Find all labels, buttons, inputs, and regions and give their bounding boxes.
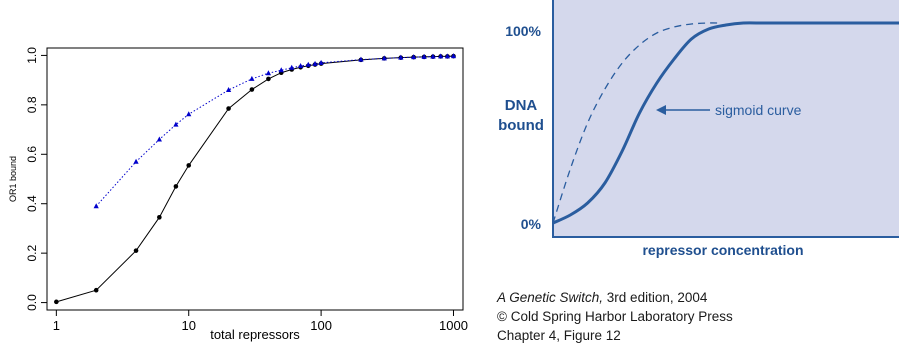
y-tick-0: 0% xyxy=(521,216,542,232)
x-tick-label: 1000 xyxy=(439,318,468,333)
data-point-triangle xyxy=(444,53,451,59)
edition-text: 3rd edition, 2004 xyxy=(603,290,708,305)
data-point-circle xyxy=(173,184,179,189)
x-axis-label: total repressors xyxy=(210,327,300,342)
data-point-triangle xyxy=(133,158,139,164)
x-axis: 1 10 100 1000 xyxy=(53,310,468,333)
plot-frame xyxy=(46,47,464,311)
data-point-triangle xyxy=(305,61,311,67)
data-point-circle xyxy=(226,106,231,111)
data-point-circle xyxy=(266,76,271,82)
data-point-circle xyxy=(186,163,192,168)
caption-line-2: © Cold Spring Harbor Laboratory Press xyxy=(497,309,733,324)
data-point-circle xyxy=(54,299,59,305)
y-tick-label: 0.6 xyxy=(25,146,39,163)
series-points xyxy=(54,53,457,305)
plot-background xyxy=(553,0,899,237)
data-point-triangle xyxy=(318,59,324,65)
data-point-triangle xyxy=(249,75,255,81)
y-axis-label-line1: DNA xyxy=(505,97,538,114)
x-tick-label: 100 xyxy=(310,318,332,333)
caption-line-1: A Genetic Switch, 3rd edition, 2004 xyxy=(497,288,897,307)
y-tick-label: 1.0 xyxy=(25,47,39,64)
data-point-triangle xyxy=(411,54,417,60)
data-point-triangle xyxy=(265,70,272,76)
data-point-triangle xyxy=(398,54,404,60)
sigmoid-diagram: sigmoid curve 100% 0% DNA bound represso… xyxy=(498,0,899,258)
data-point-circle xyxy=(249,87,255,92)
y-tick-label: 0.2 xyxy=(25,244,39,261)
data-point-triangle xyxy=(186,111,192,117)
data-point-triangle xyxy=(93,203,99,209)
data-point-triangle xyxy=(297,63,304,69)
book-title: A Genetic Switch, xyxy=(497,290,604,305)
data-point-circle xyxy=(133,248,139,253)
y-axis-label: OR1 bound xyxy=(8,156,18,202)
y-axis: 0.0 0.2 0.4 0.6 0.8 1.0 xyxy=(25,47,47,311)
y-axis-label-line2: bound xyxy=(498,117,544,134)
data-point-triangle xyxy=(381,55,387,61)
sigmoid-curve xyxy=(552,21,899,225)
data-point-triangle xyxy=(358,56,364,62)
black-solid-line xyxy=(56,55,454,303)
caption-line-3: Chapter 4, Figure 12 xyxy=(497,328,621,343)
figure-caption: A Genetic Switch, 3rd edition, 2004 © Co… xyxy=(497,288,897,345)
data-point-triangle xyxy=(430,53,436,59)
blue-dotted-line xyxy=(95,55,454,207)
data-point-triangle xyxy=(450,53,457,59)
series-lines xyxy=(56,55,454,303)
or1-bound-chart: 1 10 100 1000 0.0 0.2 0.4 0.6 0.8 1.0 total repr… xyxy=(8,47,468,342)
data-point-triangle xyxy=(156,136,162,142)
annotation-label: sigmoid curve xyxy=(715,102,802,118)
y-tick-label: 0.8 xyxy=(25,96,39,113)
y-tick-100: 100% xyxy=(505,23,541,39)
data-point-circle xyxy=(93,287,99,293)
x-tick-label: 10 xyxy=(181,318,195,333)
data-point-triangle xyxy=(289,64,295,70)
data-point-triangle xyxy=(173,121,179,127)
data-point-circle xyxy=(157,215,162,220)
x-axis-label: repressor concentration xyxy=(642,242,803,258)
data-point-triangle xyxy=(312,60,318,66)
data-point-triangle xyxy=(278,67,284,73)
data-point-triangle xyxy=(421,53,427,59)
data-point-triangle xyxy=(225,87,232,93)
data-point-triangle xyxy=(438,53,444,59)
y-tick-label: 0.0 xyxy=(25,294,39,311)
y-tick-label: 0.4 xyxy=(25,195,39,212)
x-tick-label: 1 xyxy=(53,318,60,333)
annotation-arrow-head-icon xyxy=(656,105,666,115)
